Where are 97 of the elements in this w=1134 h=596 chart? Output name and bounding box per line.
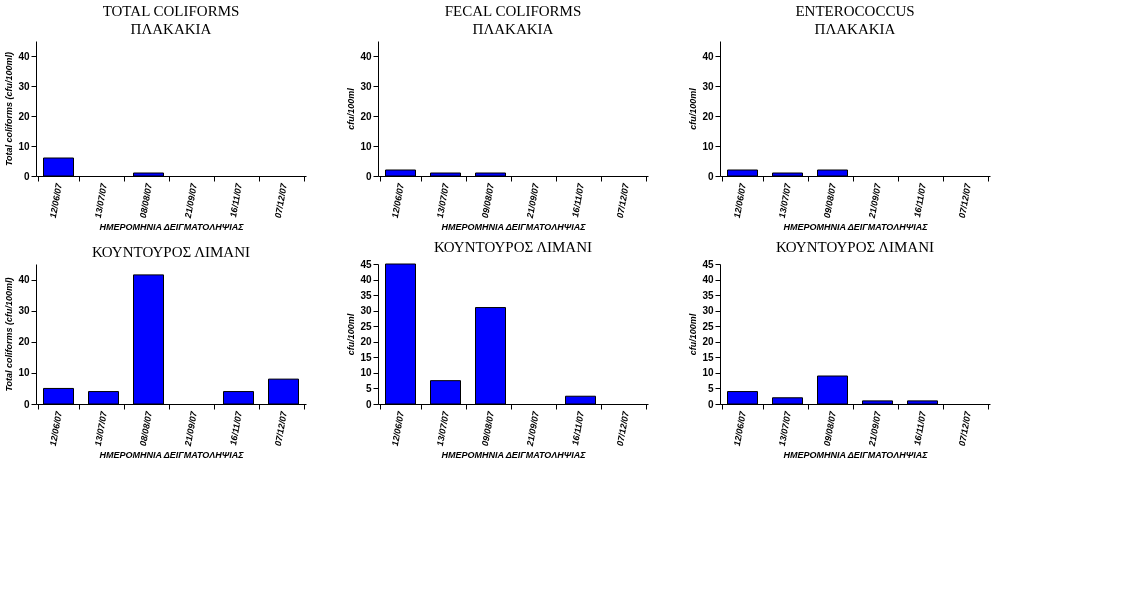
chart-title: ENTEROCOCCUS bbox=[795, 3, 915, 19]
x-tick-label: 13/07/07 bbox=[776, 181, 794, 219]
chart-subtitle: ΠΛΑΚΑΚΙΑ bbox=[130, 21, 212, 37]
x-tick-label: 13/07/07 bbox=[434, 181, 452, 219]
y-tick-label: 35 bbox=[702, 289, 714, 301]
y-axis-title: cfu/100ml bbox=[346, 313, 357, 356]
x-tick-label: 21/09/07 bbox=[866, 409, 884, 448]
x-tick-label: 12/06/07 bbox=[47, 409, 65, 447]
x-tick-label: 16/11/07 bbox=[228, 181, 245, 219]
y-tick-label: 30 bbox=[360, 305, 372, 317]
y-tick-label: 0 bbox=[23, 398, 30, 410]
y-tick-label: 20 bbox=[702, 110, 714, 122]
y-tick-label: 20 bbox=[360, 336, 372, 348]
y-tick-label: 30 bbox=[360, 80, 372, 92]
y-tick-label: 40 bbox=[702, 50, 714, 62]
chart-title: ΚΟΥΝΤΟΥΡΟΣ ΛΙΜΑΝΙ bbox=[91, 244, 251, 260]
x-tick-label: 16/11/07 bbox=[570, 181, 587, 219]
y-tick-label: 10 bbox=[702, 367, 714, 379]
x-tick-label: 08/08/07 bbox=[137, 181, 155, 219]
y-tick-label: 30 bbox=[18, 80, 30, 92]
x-axis-title: ΗΜΕΡΟΜΗΝΙΑ ΔΕΙΓΜΑΤΟΛΗΨΙΑΣ bbox=[99, 221, 245, 232]
chart-title: ΚΟΥΝΤΟΥΡΟΣ ΛΙΜΑΝΙ bbox=[433, 239, 593, 255]
y-axis-title: cfu/100ml bbox=[688, 313, 699, 356]
x-tick-label: 13/07/07 bbox=[776, 409, 794, 447]
x-tick-label: 07/12/07 bbox=[956, 409, 974, 447]
y-tick-label: 20 bbox=[702, 336, 714, 348]
y-tick-label: 0 bbox=[707, 398, 714, 410]
y-tick-label: 45 bbox=[360, 258, 372, 270]
x-tick-label: 16/11/07 bbox=[228, 409, 245, 447]
x-tick-label: 07/12/07 bbox=[614, 409, 632, 447]
y-axis-title: Total coliforms (cfu/100ml) bbox=[4, 51, 15, 167]
y-tick-label: 5 bbox=[707, 382, 714, 394]
y-tick-label: 30 bbox=[18, 305, 30, 317]
x-axis-title: ΗΜΕΡΟΜΗΝΙΑ ΔΕΙΓΜΑΤΟΛΗΨΙΑΣ bbox=[441, 449, 587, 460]
chart-subtitle: ΠΛΑΚΑΚΙΑ bbox=[472, 21, 554, 37]
x-tick-label: 07/12/07 bbox=[956, 181, 974, 219]
chart-title: TOTAL COLIFORMS bbox=[102, 3, 240, 19]
y-tick-label: 10 bbox=[360, 367, 372, 379]
x-tick-label: 21/09/07 bbox=[524, 409, 542, 448]
y-tick-label: 25 bbox=[360, 320, 372, 332]
y-tick-label: 0 bbox=[365, 398, 372, 410]
x-axis-title: ΗΜΕΡΟΜΗΝΙΑ ΔΕΙΓΜΑΤΟΛΗΨΙΑΣ bbox=[783, 449, 929, 460]
x-tick-label: 09/08/07 bbox=[821, 409, 839, 447]
y-tick-label: 15 bbox=[360, 351, 372, 363]
x-axis-title: ΗΜΕΡΟΜΗΝΙΑ ΔΕΙΓΜΑΤΟΛΗΨΙΑΣ bbox=[99, 449, 245, 460]
y-tick-label: 40 bbox=[18, 274, 30, 286]
y-tick-label: 10 bbox=[360, 140, 372, 152]
x-tick-label: 13/07/07 bbox=[92, 181, 110, 219]
y-tick-label: 20 bbox=[360, 110, 372, 122]
x-tick-label: 12/06/07 bbox=[47, 181, 65, 219]
x-tick-label: 12/06/07 bbox=[731, 181, 749, 219]
x-tick-label: 07/12/07 bbox=[272, 181, 290, 219]
x-tick-label: 21/09/07 bbox=[866, 181, 884, 220]
y-tick-label: 40 bbox=[18, 50, 30, 62]
chart-title: ΚΟΥΝΤΟΥΡΟΣ ΛΙΜΑΝΙ bbox=[775, 239, 935, 255]
x-tick-label: 16/11/07 bbox=[912, 409, 929, 447]
y-tick-label: 20 bbox=[18, 110, 30, 122]
x-tick-label: 13/07/07 bbox=[92, 409, 110, 447]
x-axis-title: ΗΜΕΡΟΜΗΝΙΑ ΔΕΙΓΜΑΤΟΛΗΨΙΑΣ bbox=[783, 221, 929, 232]
chart-subtitle: ΠΛΑΚΑΚΙΑ bbox=[814, 21, 896, 37]
y-tick-label: 40 bbox=[360, 50, 372, 62]
y-tick-label: 5 bbox=[365, 382, 372, 394]
x-tick-label: 09/08/07 bbox=[479, 181, 497, 219]
x-tick-label: 07/12/07 bbox=[272, 409, 290, 447]
x-tick-label: 12/06/07 bbox=[731, 409, 749, 447]
y-tick-label: 0 bbox=[365, 170, 372, 182]
x-tick-label: 13/07/07 bbox=[434, 409, 452, 447]
x-tick-label: 09/08/07 bbox=[479, 409, 497, 447]
y-tick-label: 40 bbox=[702, 274, 714, 286]
x-axis-title: ΗΜΕΡΟΜΗΝΙΑ ΔΕΙΓΜΑΤΟΛΗΨΙΑΣ bbox=[441, 221, 587, 232]
y-axis-title: cfu/100ml bbox=[688, 87, 699, 130]
x-tick-label: 12/06/07 bbox=[389, 409, 407, 447]
y-tick-label: 30 bbox=[702, 80, 714, 92]
x-tick-label: 21/09/07 bbox=[182, 409, 200, 448]
y-tick-label: 40 bbox=[360, 274, 372, 286]
y-tick-label: 35 bbox=[360, 289, 372, 301]
x-tick-label: 16/11/07 bbox=[570, 409, 587, 447]
y-tick-label: 10 bbox=[18, 140, 30, 152]
y-tick-label: 20 bbox=[18, 336, 30, 348]
chart-title: FECAL COLIFORMS bbox=[444, 3, 582, 19]
x-tick-label: 12/06/07 bbox=[389, 181, 407, 219]
y-axis-title: cfu/100ml bbox=[346, 87, 357, 130]
x-tick-label: 09/08/07 bbox=[821, 181, 839, 219]
y-tick-label: 25 bbox=[702, 320, 714, 332]
x-tick-label: 21/09/07 bbox=[182, 181, 200, 220]
y-tick-label: 45 bbox=[702, 258, 714, 270]
y-tick-label: 10 bbox=[702, 140, 714, 152]
y-tick-label: 0 bbox=[707, 170, 714, 182]
x-tick-label: 16/11/07 bbox=[912, 181, 929, 219]
x-tick-label: 21/09/07 bbox=[524, 181, 542, 220]
x-tick-label: 07/12/07 bbox=[614, 181, 632, 219]
x-tick-label: 08/08/07 bbox=[137, 409, 155, 447]
y-tick-label: 30 bbox=[702, 305, 714, 317]
y-tick-label: 0 bbox=[23, 170, 30, 182]
y-tick-label: 10 bbox=[18, 367, 30, 379]
y-tick-label: 15 bbox=[702, 351, 714, 363]
y-axis-title: Total coliforms (cfu/100ml) bbox=[4, 277, 15, 392]
